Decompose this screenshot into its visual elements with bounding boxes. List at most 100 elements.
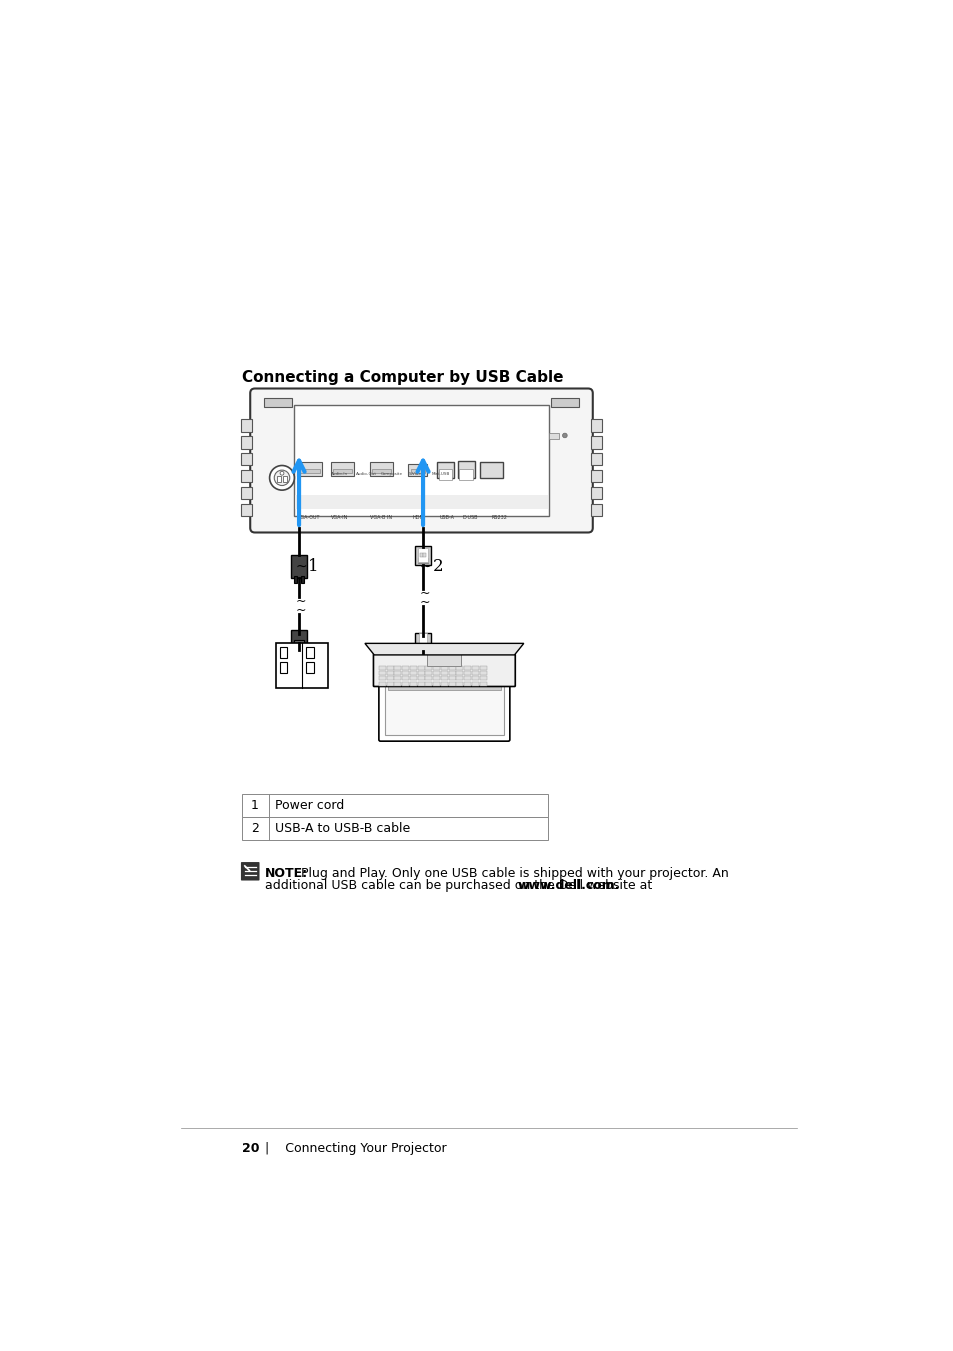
Text: 1: 1 bbox=[308, 558, 318, 576]
Bar bbox=[378, 666, 385, 670]
Text: Connecting a Computer by USB Cable: Connecting a Computer by USB Cable bbox=[241, 370, 562, 385]
Bar bbox=[456, 682, 463, 686]
Text: NOTE:: NOTE: bbox=[265, 867, 308, 880]
Text: ~: ~ bbox=[418, 586, 429, 600]
Polygon shape bbox=[365, 643, 523, 655]
Bar bbox=[448, 671, 456, 676]
Bar bbox=[464, 666, 471, 670]
Bar bbox=[241, 793, 547, 816]
Bar bbox=[410, 469, 424, 473]
Bar bbox=[591, 504, 601, 516]
Text: RS232: RS232 bbox=[491, 515, 507, 520]
Bar bbox=[440, 682, 447, 686]
Bar bbox=[410, 671, 416, 676]
FancyBboxPatch shape bbox=[250, 389, 592, 532]
Bar bbox=[425, 666, 432, 670]
Bar bbox=[440, 677, 447, 681]
Circle shape bbox=[280, 471, 284, 476]
Text: VGA-IN: VGA-IN bbox=[331, 515, 348, 520]
Circle shape bbox=[274, 470, 290, 485]
Bar bbox=[241, 816, 547, 840]
Bar bbox=[410, 682, 416, 686]
Bar bbox=[479, 677, 486, 681]
Bar bbox=[394, 682, 401, 686]
Bar bbox=[479, 666, 486, 670]
Bar bbox=[417, 671, 424, 676]
Bar bbox=[385, 661, 503, 735]
Bar bbox=[386, 666, 394, 670]
Bar bbox=[388, 686, 500, 689]
Text: D-USB: D-USB bbox=[462, 515, 477, 520]
Bar bbox=[425, 671, 432, 676]
Bar bbox=[550, 397, 578, 407]
Bar bbox=[369, 462, 393, 477]
Bar bbox=[436, 462, 454, 478]
Bar bbox=[282, 476, 286, 482]
Bar bbox=[433, 666, 439, 670]
Bar bbox=[294, 405, 549, 516]
Text: www.dell.com.: www.dell.com. bbox=[517, 880, 619, 892]
Bar bbox=[279, 662, 287, 673]
Bar bbox=[472, 666, 478, 670]
Bar bbox=[410, 677, 416, 681]
Bar bbox=[549, 434, 558, 439]
Text: ~: ~ bbox=[418, 596, 429, 609]
Text: Plug and Play. Only one USB cable is shipped with your projector. An: Plug and Play. Only one USB cable is shi… bbox=[297, 867, 728, 880]
FancyBboxPatch shape bbox=[373, 654, 515, 686]
Bar bbox=[425, 677, 432, 681]
Bar bbox=[427, 654, 460, 666]
FancyBboxPatch shape bbox=[378, 654, 509, 742]
Bar bbox=[306, 662, 314, 673]
Bar bbox=[275, 643, 328, 688]
Bar bbox=[464, 677, 471, 681]
Bar bbox=[394, 671, 401, 676]
Bar bbox=[279, 647, 287, 658]
Bar bbox=[441, 657, 446, 659]
Bar bbox=[591, 470, 601, 482]
Bar bbox=[394, 666, 401, 670]
Bar bbox=[402, 682, 409, 686]
Bar bbox=[417, 677, 424, 681]
Bar bbox=[457, 461, 475, 478]
Text: Composite: Composite bbox=[380, 471, 402, 476]
Text: Mini-USB: Mini-USB bbox=[431, 471, 450, 480]
Bar bbox=[415, 546, 431, 565]
Bar bbox=[417, 682, 424, 686]
Bar bbox=[418, 634, 427, 647]
Bar bbox=[448, 682, 456, 686]
Bar bbox=[294, 639, 304, 646]
Bar bbox=[378, 682, 385, 686]
Bar bbox=[433, 671, 439, 676]
Text: ~: ~ bbox=[294, 604, 305, 617]
Bar bbox=[456, 666, 463, 670]
Bar bbox=[241, 453, 252, 466]
Bar bbox=[448, 666, 456, 670]
Text: ~: ~ bbox=[294, 594, 305, 608]
Bar bbox=[464, 682, 471, 686]
Bar bbox=[440, 671, 447, 676]
Bar bbox=[438, 469, 452, 480]
Bar bbox=[425, 682, 432, 686]
Bar bbox=[479, 462, 502, 478]
Bar bbox=[464, 671, 471, 676]
Bar bbox=[386, 671, 394, 676]
Bar bbox=[422, 553, 426, 557]
Bar bbox=[331, 462, 354, 477]
Bar bbox=[433, 677, 439, 681]
Bar bbox=[294, 576, 297, 584]
Bar bbox=[591, 436, 601, 449]
Text: Power cord: Power cord bbox=[274, 798, 344, 812]
Text: Audio-Out: Audio-Out bbox=[355, 471, 376, 476]
Bar bbox=[456, 671, 463, 676]
Bar bbox=[291, 555, 307, 578]
Text: USB-A: USB-A bbox=[439, 515, 454, 520]
Text: 2: 2 bbox=[251, 821, 258, 835]
Bar bbox=[277, 476, 281, 482]
Text: VGA-B IN: VGA-B IN bbox=[369, 515, 392, 520]
Text: ~: ~ bbox=[295, 559, 307, 573]
Bar bbox=[479, 671, 486, 676]
Bar bbox=[300, 576, 304, 584]
Text: HDMI: HDMI bbox=[412, 515, 425, 520]
Bar bbox=[472, 671, 478, 676]
Bar bbox=[402, 677, 409, 681]
